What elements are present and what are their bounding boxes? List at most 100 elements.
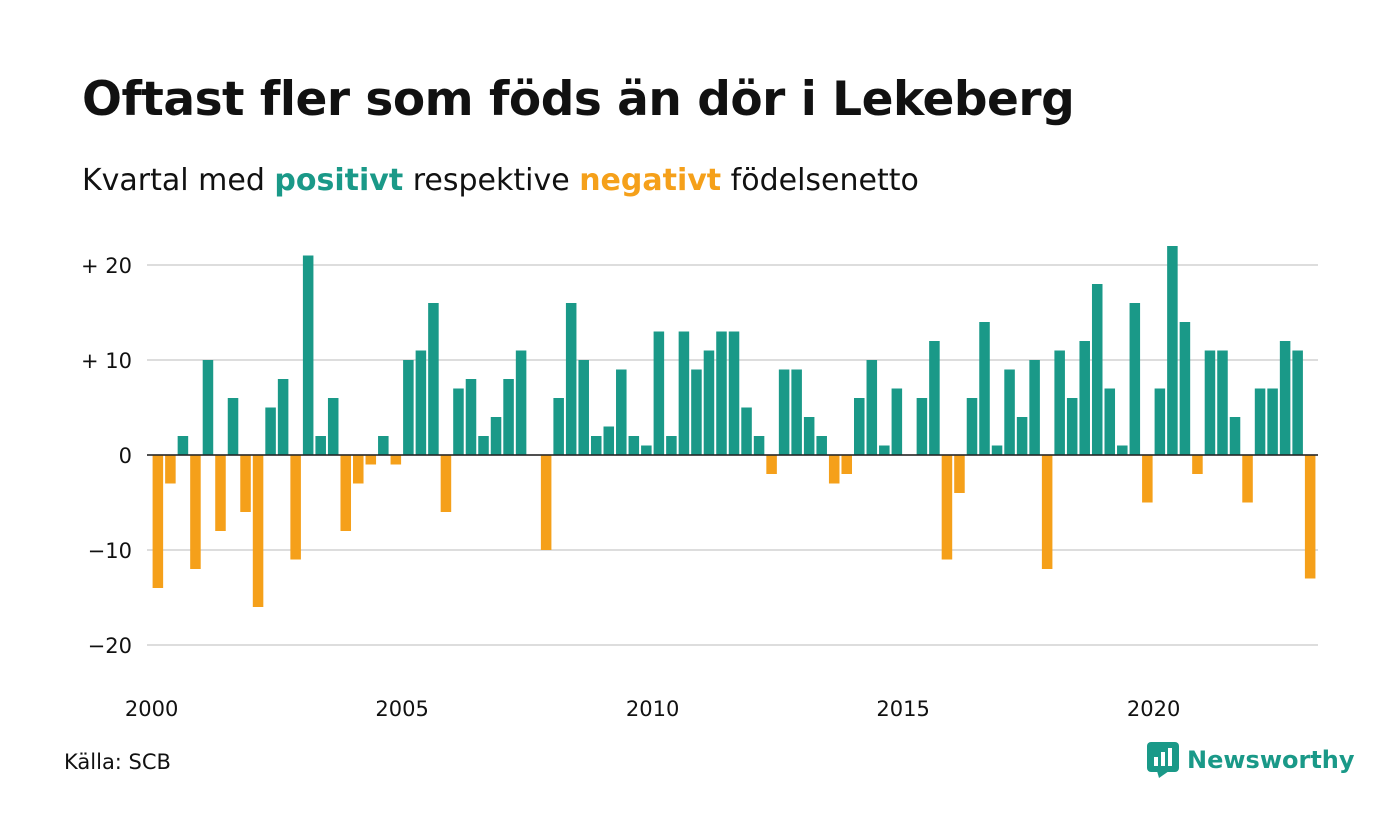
chart-title: Oftast fler som föds än dör i Lekeberg bbox=[82, 72, 1075, 127]
bar bbox=[979, 322, 990, 455]
bar bbox=[641, 445, 652, 455]
bar bbox=[365, 455, 377, 465]
bar bbox=[290, 455, 301, 560]
subtitle-text-start: Kvartal med bbox=[82, 163, 275, 198]
bar bbox=[590, 436, 602, 455]
bar bbox=[177, 436, 189, 455]
bar bbox=[1279, 341, 1291, 455]
bar bbox=[315, 436, 326, 455]
bar bbox=[1217, 350, 1228, 455]
bar bbox=[1267, 388, 1278, 455]
y-tick-label: + 10 bbox=[81, 349, 132, 373]
bar bbox=[215, 455, 226, 531]
bar bbox=[916, 398, 928, 455]
bar bbox=[152, 455, 164, 588]
bar bbox=[1292, 350, 1303, 455]
subtitle-positive-label: positivt bbox=[274, 163, 404, 198]
bar bbox=[941, 455, 953, 560]
bar bbox=[327, 398, 339, 455]
source-note: Källa: SCB bbox=[64, 750, 171, 774]
bar-chart: + 20 + 10 0 −10 −20 2000 2005 2010 2015 2020 bbox=[81, 246, 1318, 721]
bar bbox=[1154, 388, 1166, 455]
bar bbox=[1304, 455, 1316, 579]
bar bbox=[703, 350, 715, 455]
bar bbox=[966, 398, 978, 455]
bar bbox=[478, 436, 489, 455]
x-tick-label: 2015 bbox=[876, 697, 929, 721]
bar bbox=[1016, 417, 1028, 455]
y-tick-label: −20 bbox=[88, 634, 132, 658]
y-tick-label: + 20 bbox=[81, 254, 132, 278]
brand-logo: Newsworthy bbox=[1147, 742, 1355, 778]
bar bbox=[791, 369, 802, 455]
bar bbox=[753, 436, 765, 455]
bar bbox=[1129, 303, 1141, 455]
bar bbox=[803, 417, 815, 455]
bar bbox=[728, 331, 740, 455]
bar bbox=[190, 455, 201, 569]
y-tick-label: −10 bbox=[88, 539, 132, 563]
bar bbox=[1079, 341, 1090, 455]
bar bbox=[565, 303, 577, 455]
bar bbox=[252, 455, 264, 607]
bar bbox=[165, 455, 176, 484]
bar bbox=[628, 436, 640, 455]
bar bbox=[1104, 388, 1116, 455]
bar bbox=[1167, 246, 1178, 455]
brand-name: Newsworthy bbox=[1187, 746, 1355, 774]
bar bbox=[453, 388, 464, 455]
bar bbox=[1054, 350, 1065, 455]
bar bbox=[503, 379, 514, 455]
subtitle-negative-label: negativt bbox=[579, 163, 722, 198]
bar bbox=[578, 360, 589, 455]
bar bbox=[1229, 417, 1241, 455]
bar bbox=[841, 455, 853, 474]
bar bbox=[879, 445, 890, 455]
bar bbox=[390, 455, 402, 465]
bar bbox=[1066, 398, 1078, 455]
bar bbox=[1041, 455, 1053, 569]
bar bbox=[302, 255, 314, 455]
bar bbox=[1142, 455, 1153, 503]
bar bbox=[766, 455, 777, 474]
bar bbox=[1029, 360, 1040, 455]
bar bbox=[415, 350, 427, 455]
x-tick-label: 2005 bbox=[375, 697, 428, 721]
x-tick-label: 2020 bbox=[1127, 697, 1180, 721]
bar bbox=[816, 436, 827, 455]
x-tick-label: 2010 bbox=[626, 697, 679, 721]
bar bbox=[490, 417, 502, 455]
bar bbox=[1204, 350, 1216, 455]
bar bbox=[691, 369, 702, 455]
bar bbox=[1192, 455, 1203, 474]
bar bbox=[678, 331, 690, 455]
bar bbox=[240, 455, 251, 512]
bar bbox=[778, 369, 790, 455]
bar bbox=[866, 360, 878, 455]
bar bbox=[540, 455, 552, 550]
bar bbox=[378, 436, 389, 455]
subtitle-text-middle: respektive bbox=[403, 163, 580, 198]
bar bbox=[1117, 445, 1128, 455]
bar bbox=[202, 360, 214, 455]
bar bbox=[353, 455, 364, 484]
bar bbox=[1242, 455, 1253, 503]
chart-subtitle: Kvartal med positivt respektive negativt… bbox=[82, 163, 919, 198]
bar bbox=[277, 379, 289, 455]
bar bbox=[403, 360, 414, 455]
bar bbox=[340, 455, 352, 531]
bar bbox=[741, 407, 752, 455]
bar bbox=[716, 331, 727, 455]
y-tick-label: 0 bbox=[119, 444, 132, 468]
bar bbox=[891, 388, 903, 455]
bar bbox=[1091, 284, 1103, 455]
bar bbox=[428, 303, 439, 455]
bar bbox=[1254, 388, 1266, 455]
bar bbox=[666, 436, 677, 455]
bar bbox=[653, 331, 665, 455]
bar bbox=[553, 398, 564, 455]
bar bbox=[1004, 369, 1015, 455]
bar bbox=[227, 398, 239, 455]
x-tick-label: 2000 bbox=[125, 697, 178, 721]
newsworthy-logo-icon bbox=[1147, 742, 1179, 778]
